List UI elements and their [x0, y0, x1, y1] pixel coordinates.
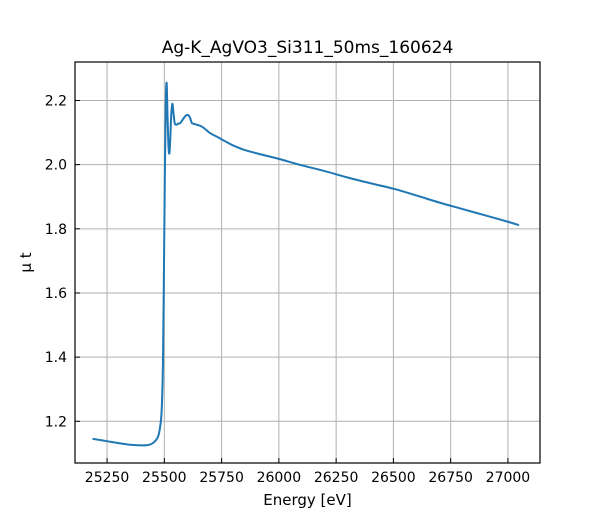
y-tick-label: 2.2 — [45, 93, 67, 109]
series-layer — [92, 81, 520, 447]
x-tick-label: 26250 — [314, 470, 359, 486]
y-axis-label: μ t — [17, 252, 35, 272]
ticks: 25250 25500 25750 26000 26250 26500 26750 27000… — [45, 93, 530, 486]
x-tick-label: 27000 — [486, 470, 531, 486]
plot-frame — [74, 61, 541, 464]
grid — [75, 62, 540, 463]
y-tick-label: 2.0 — [45, 158, 67, 174]
x-tick-label: 26750 — [428, 470, 473, 486]
chart-title: Ag-K_AgVO3_Si311_50ms_160624 — [162, 38, 454, 58]
x-tick-label: 25250 — [85, 470, 130, 486]
plot-area-background — [75, 62, 540, 463]
y-tick-label: 1.6 — [45, 286, 67, 302]
y-tick-label: 1.8 — [45, 222, 67, 238]
y-tick-label: 1.2 — [45, 414, 67, 430]
x-tick-label: 25750 — [199, 470, 244, 486]
x-tick-label: 26500 — [371, 470, 416, 486]
y-tick-label: 1.4 — [45, 350, 67, 366]
x-tick-label: 25500 — [142, 470, 187, 486]
series-line — [92, 81, 520, 447]
x-axis-label: Energy [eV] — [263, 491, 351, 509]
x-tick-label: 26000 — [257, 470, 302, 486]
